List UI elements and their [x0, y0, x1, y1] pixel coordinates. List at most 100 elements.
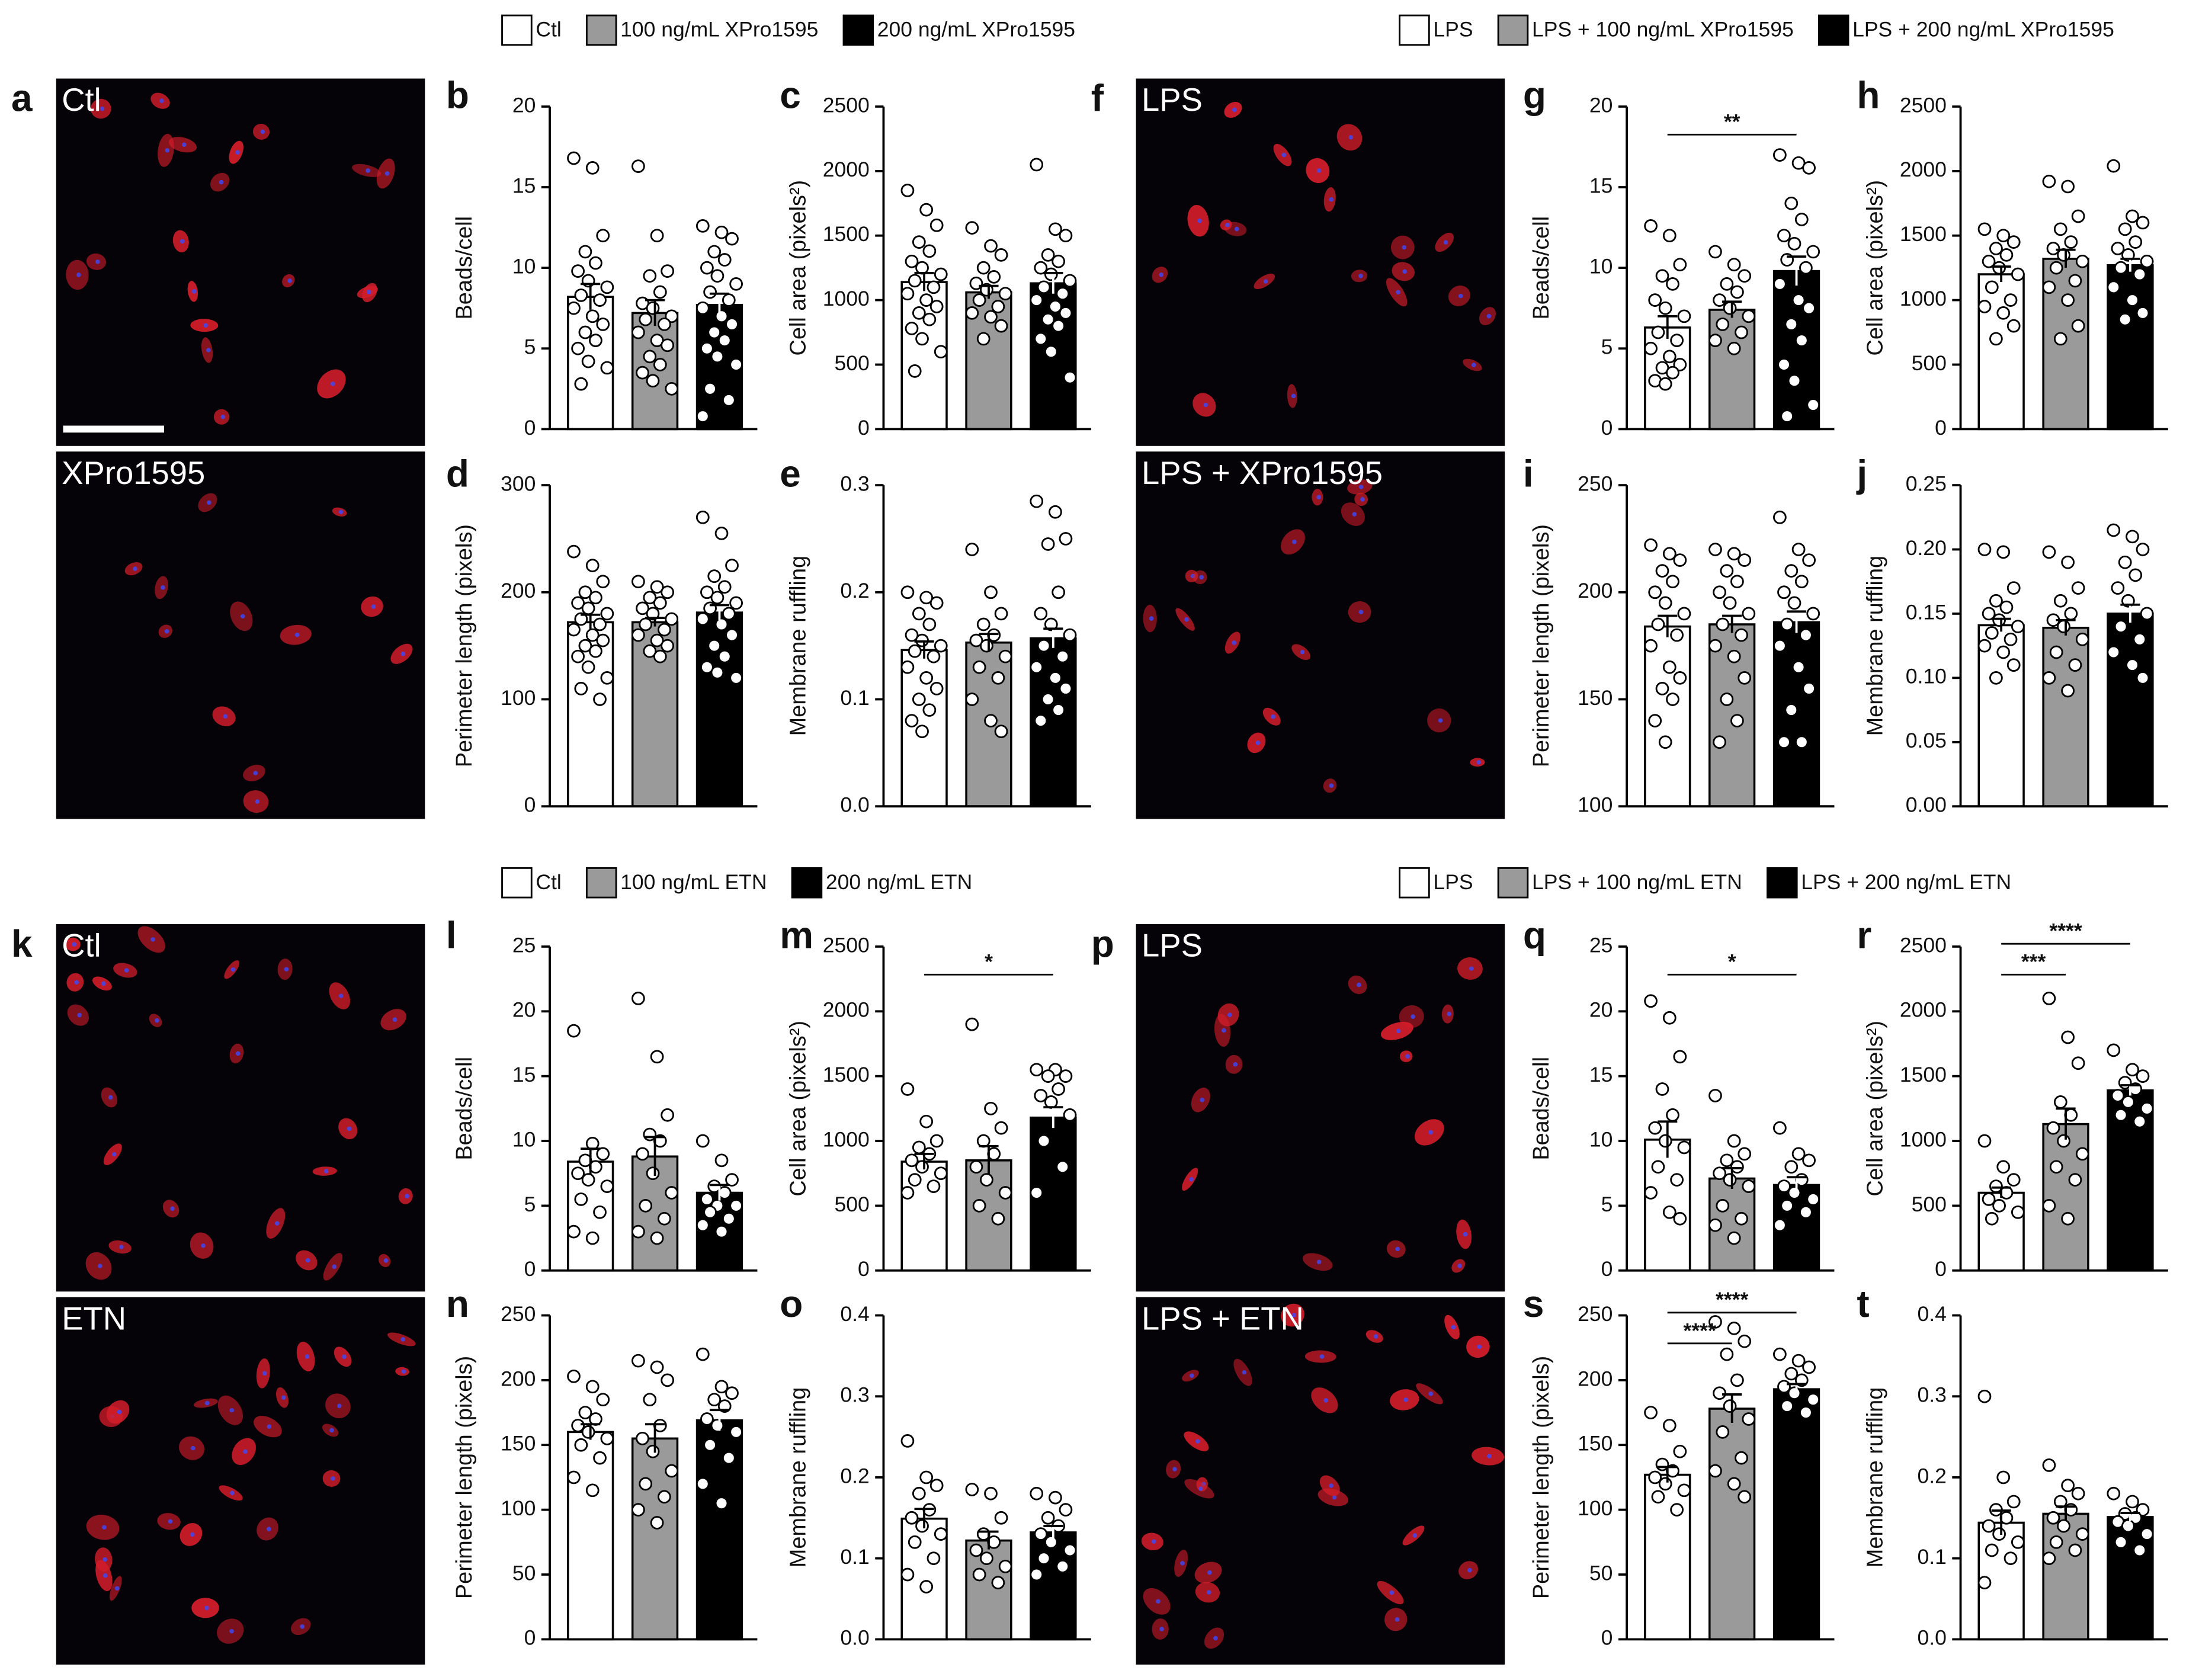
nucleus: [1395, 1617, 1400, 1622]
data-point: [1989, 332, 2003, 346]
data-point: [972, 660, 986, 674]
nucleus: [150, 937, 155, 942]
data-point: [2006, 1173, 2021, 1187]
data-point: [976, 617, 990, 631]
data-point: [695, 1477, 710, 1491]
data-point: [1662, 229, 1677, 243]
data-point: [905, 322, 919, 335]
data-point: [2136, 1069, 2150, 1083]
data-point: [2042, 671, 2056, 685]
data-point: [915, 1160, 929, 1174]
data-point: [2133, 267, 2147, 281]
data-point: [585, 559, 600, 572]
y-tick-label: 15: [512, 1063, 536, 1086]
data-point: [1727, 258, 1741, 272]
data-point: [714, 527, 729, 540]
data-point: [567, 544, 581, 559]
legend-swatch: [1399, 867, 1430, 899]
micrograph: [56, 1297, 425, 1665]
nucleus: [1203, 402, 1209, 408]
data-point: [2011, 267, 2025, 281]
data-point: [1977, 1576, 1992, 1590]
nucleus: [235, 1051, 241, 1056]
data-point: [1996, 545, 2011, 559]
data-point: [922, 617, 937, 631]
data-point: [1670, 1503, 1684, 1517]
nucleus: [102, 1525, 107, 1530]
data-point: [1773, 639, 1787, 653]
data-point: [922, 244, 937, 258]
data-point: [972, 1199, 986, 1213]
y-tick-label: 1000: [1900, 1127, 1947, 1151]
data-point: [2075, 1527, 2089, 1541]
data-point: [1982, 254, 1996, 268]
data-point: [1806, 607, 1820, 621]
data-point: [1666, 277, 1679, 291]
data-point: [1662, 1011, 1677, 1025]
data-point: [725, 232, 739, 246]
nucleus: [1396, 1028, 1401, 1034]
data-point: [1791, 1147, 1806, 1161]
data-point: [1787, 374, 1801, 388]
data-point: [2136, 543, 2150, 556]
y-tick-label: 2000: [823, 158, 870, 181]
data-point: [972, 293, 986, 307]
data-point: [600, 671, 614, 685]
panel-letter: k: [11, 922, 33, 965]
data-point: [1708, 1315, 1722, 1329]
nucleus: [1471, 363, 1476, 367]
data-point: [636, 1431, 649, 1445]
data-point: [1784, 703, 1799, 717]
panel-letter: n: [446, 1283, 469, 1325]
data-point: [2057, 620, 2070, 633]
nucleus: [1197, 218, 1202, 223]
data-point: [2049, 1160, 2063, 1174]
data-point: [2107, 523, 2121, 537]
nucleus: [100, 106, 105, 111]
y-tick-label: 0: [1935, 1257, 1947, 1281]
data-point: [2111, 581, 2125, 595]
data-point: [1658, 301, 1672, 315]
nucleus: [168, 1519, 173, 1524]
nucleus: [1292, 539, 1297, 544]
data-point: [1644, 341, 1658, 355]
nucleus: [108, 1095, 113, 1100]
data-point: [1977, 1389, 1992, 1403]
data-point: [714, 1153, 729, 1168]
y-axis-label: Perimeter length (pixels): [1529, 1356, 1554, 1599]
data-point: [650, 1516, 664, 1530]
data-point: [969, 633, 983, 647]
data-point: [714, 309, 729, 323]
data-point: [1059, 306, 1073, 320]
data-point: [567, 1369, 581, 1383]
data-point: [581, 660, 595, 674]
panel-letter: q: [1523, 914, 1546, 957]
y-tick-label: 1500: [1900, 1063, 1947, 1086]
y-axis-label: Beads/cell: [452, 1057, 477, 1160]
data-point: [574, 288, 588, 302]
data-point: [927, 1551, 941, 1566]
data-point: [574, 612, 588, 626]
data-point: [1708, 1464, 1722, 1478]
nucleus: [1389, 1590, 1395, 1595]
data-point: [2042, 1458, 2056, 1472]
nucleus: [235, 150, 240, 155]
y-tick-label: 1500: [823, 1063, 870, 1086]
data-point: [650, 1360, 664, 1374]
data-point: [581, 601, 595, 615]
y-tick-label: 200: [1578, 579, 1613, 602]
data-point: [900, 1082, 915, 1096]
data-point: [919, 1114, 934, 1128]
data-point: [1727, 1231, 1741, 1245]
data-point: [1723, 596, 1737, 610]
y-tick-label: 0.3: [840, 472, 869, 495]
nucleus: [1411, 1014, 1415, 1019]
data-point: [1041, 1069, 1055, 1083]
data-point: [998, 287, 1012, 301]
data-point: [581, 354, 595, 368]
nucleus: [262, 1371, 267, 1376]
y-tick-label: 20: [512, 93, 536, 117]
nucleus: [267, 1527, 271, 1531]
y-tick-label: 15: [1589, 1063, 1613, 1086]
data-point: [1677, 607, 1691, 621]
